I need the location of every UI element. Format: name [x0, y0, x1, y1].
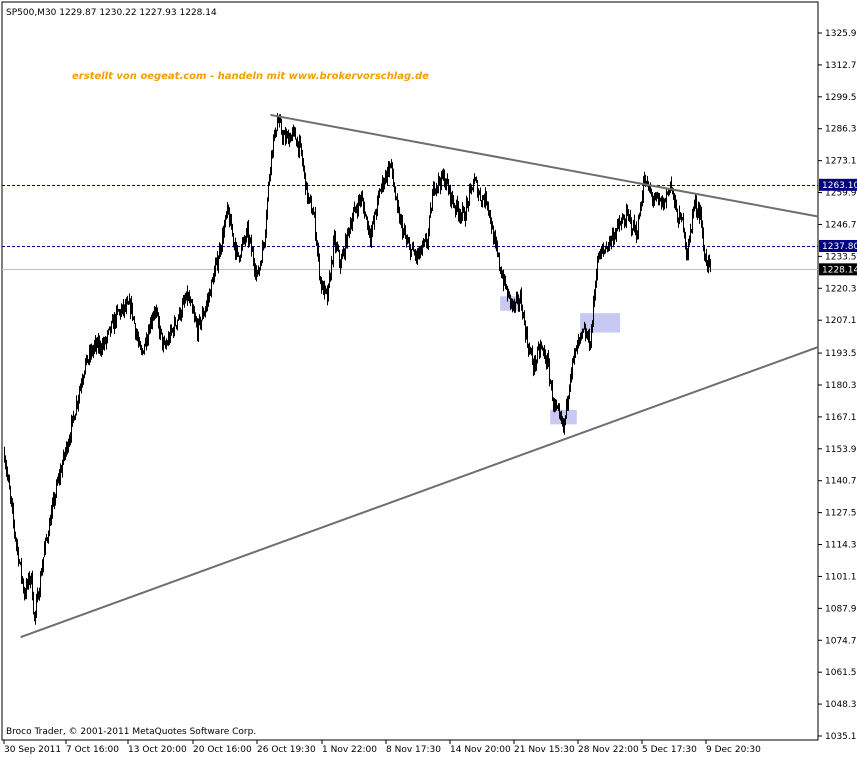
y-tick-label: 1048.30: [825, 700, 857, 710]
y-tick-label: 1312.70: [825, 61, 857, 71]
x-tick-label: 26 Oct 19:30: [257, 745, 316, 755]
chart-info-text: SP500,M30 1229.87 1230.22 1227.93 1228.1…: [6, 8, 217, 18]
y-tick-label: 1193.50: [825, 349, 857, 359]
y-tick-label: 1035.10: [825, 732, 857, 742]
price-tag-label: 1263.10: [822, 181, 857, 191]
price-tag-label: 1237.80: [822, 242, 857, 252]
trendline-lower: [20, 346, 819, 639]
y-tick-label: 1127.50: [825, 509, 857, 519]
y-tick-label: 1325.90: [825, 29, 857, 39]
x-tick-label: 30 Sep 2011: [4, 745, 61, 755]
x-tick-label: 8 Nov 17:30: [386, 745, 441, 755]
y-tick-label: 1180.30: [825, 381, 857, 391]
x-tick-label: 20 Oct 16:00: [193, 745, 252, 755]
plot-frame: [1, 1, 819, 741]
y-tick-label: 1220.30: [825, 284, 857, 294]
y-tick-label: 1299.50: [825, 93, 857, 103]
x-tick-label: 7 Oct 16:00: [66, 745, 119, 755]
price-tag-label: 1228.14: [822, 265, 857, 275]
copyright-text: Broco Trader, © 2001-2011 MetaQuotes Sof…: [6, 727, 256, 737]
price-tag-1263.10: [819, 178, 857, 191]
y-tick-label: 1167.10: [825, 413, 857, 423]
y-tick-label: 1140.70: [825, 477, 857, 487]
highlight-zone-2: [580, 313, 621, 333]
price-tag-1237.80: [819, 239, 857, 252]
x-tick-label: 1 Nov 22:00: [322, 745, 377, 755]
x-tick-label: 21 Nov 15:30: [514, 745, 575, 755]
watermark-text: erstellt von oegeat.com - handeln mit ww…: [72, 71, 429, 82]
y-tick-label: 1259.90: [825, 189, 857, 199]
x-tick-label: 5 Dec 17:30: [642, 745, 697, 755]
y-tick-label: 1087.90: [825, 604, 857, 614]
price-tag-1228.14: [819, 263, 857, 276]
x-tick-label: 28 Nov 22:00: [578, 745, 639, 755]
highlight-zone-3: [550, 409, 577, 425]
x-tick-label: 14 Nov 20:00: [450, 745, 511, 755]
trendline-upper: [270, 113, 819, 218]
y-tick-label: 1286.30: [825, 125, 857, 135]
y-tick-label: 1061.50: [825, 668, 857, 678]
y-tick-label: 1233.50: [825, 252, 857, 262]
y-tick-label: 1114.30: [825, 541, 857, 551]
y-tick-label: 1153.90: [825, 445, 857, 455]
y-tick-label: 1273.10: [825, 157, 857, 167]
x-tick-label: 9 Dec 20:30: [706, 745, 761, 755]
y-tick-label: 1246.70: [825, 220, 857, 230]
x-tick-label: 13 Oct 20:00: [128, 745, 187, 755]
y-tick-label: 1207.10: [825, 316, 857, 326]
y-tick-label: 1101.10: [825, 572, 857, 582]
y-tick-label: 1074.70: [825, 636, 857, 646]
price-bars: [4, 113, 711, 625]
